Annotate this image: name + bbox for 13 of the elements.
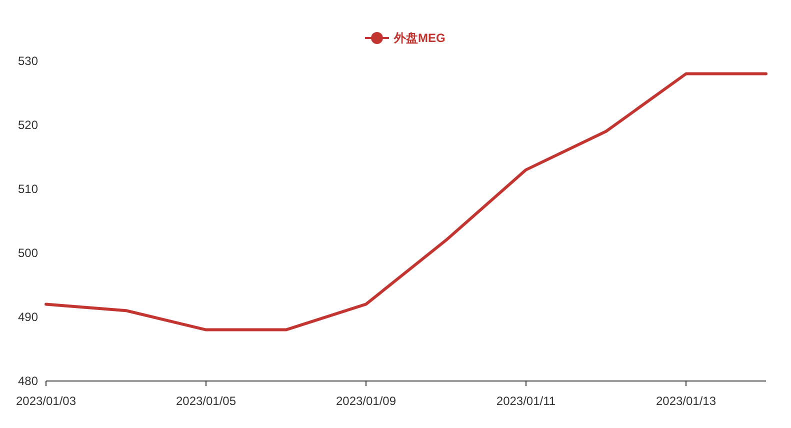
y-tick-label: 510 xyxy=(18,182,38,196)
x-tick-label: 2023/01/11 xyxy=(496,394,556,408)
x-tick-label: 2023/01/03 xyxy=(16,394,76,408)
y-tick-label: 530 xyxy=(18,54,38,68)
y-tick-label: 520 xyxy=(18,118,38,132)
y-tick-label: 500 xyxy=(18,246,38,260)
line-series xyxy=(44,72,768,332)
x-tick-label: 2023/01/09 xyxy=(336,394,396,408)
x-tick-label: 2023/01/13 xyxy=(656,394,716,408)
x-tick-label: 2023/01/05 xyxy=(176,394,236,408)
legend-label: 外盘MEG xyxy=(393,31,446,45)
y-tick-label: 480 xyxy=(18,374,38,388)
y-tick-label: 490 xyxy=(18,310,38,324)
